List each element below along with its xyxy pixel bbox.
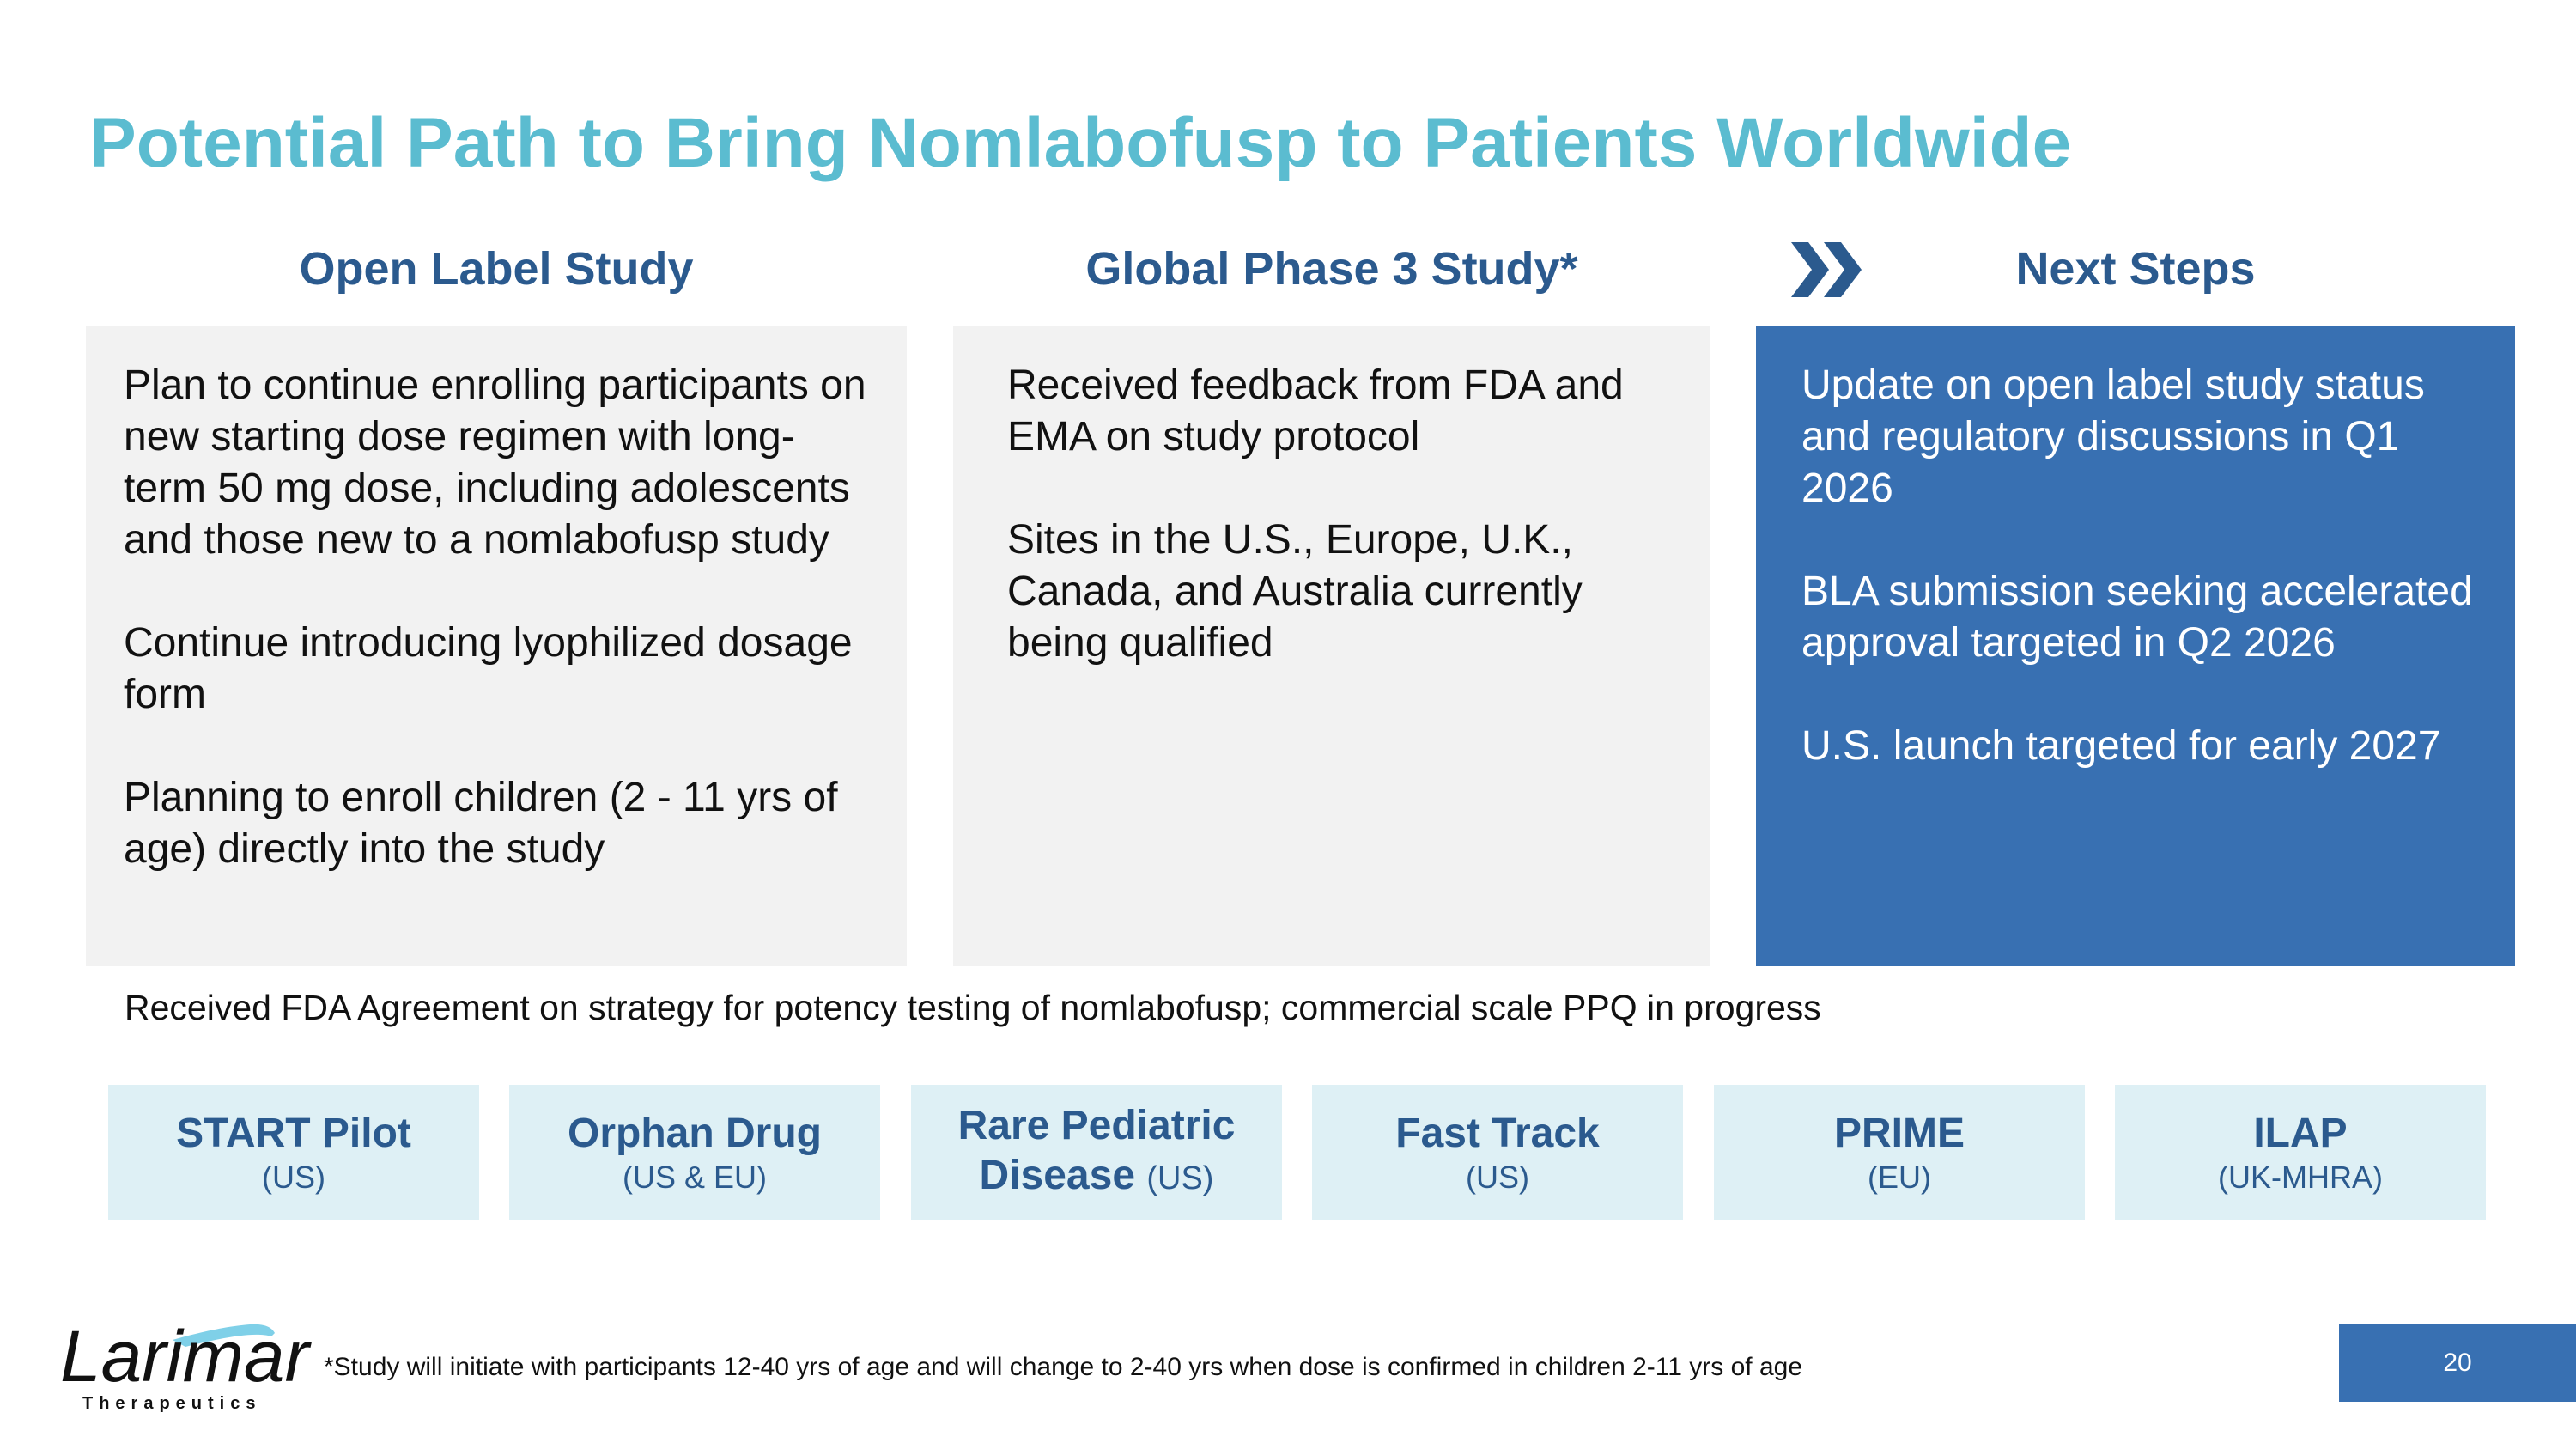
- column-heading-phase3: Global Phase 3 Study*: [1085, 243, 1578, 295]
- column-heading-open-label: Open Label Study: [299, 243, 694, 295]
- badge-orphan-drug: Orphan Drug (US & EU): [509, 1085, 880, 1220]
- paragraph: Planning to enroll children (2 - 11 yrs …: [124, 775, 838, 872]
- paragraph: Sites in the U.S., Europe, U.K., Canada,…: [1007, 517, 1583, 666]
- svg-text:Larimar: Larimar: [60, 1316, 312, 1397]
- badge-fast-track: Fast Track (US): [1312, 1085, 1683, 1220]
- larimar-logo: Larimar Therapeutics: [60, 1316, 312, 1413]
- phase3-study-box: Received feedback from FDA and EMA on st…: [953, 326, 1710, 966]
- paragraph: Update on open label study status and re…: [1801, 362, 2425, 511]
- badge-region: (US & EU): [622, 1159, 767, 1195]
- badge-title: Fast Track: [1395, 1110, 1600, 1156]
- badge-title-line2: Disease: [979, 1153, 1136, 1198]
- badge-title: ILAP: [2253, 1110, 2348, 1156]
- badge-title: START Pilot: [176, 1110, 411, 1156]
- footnote: *Study will initiate with participants 1…: [324, 1353, 1802, 1381]
- fda-agreement-note: Received FDA Agreement on strategy for p…: [125, 988, 1821, 1027]
- badge-prime: PRIME (EU): [1714, 1085, 2085, 1220]
- badge-region: (UK-MHRA): [2218, 1159, 2383, 1195]
- badge-title: Rare Pediatric: [957, 1103, 1236, 1148]
- paragraph: Received feedback from FDA and EMA on st…: [1007, 362, 1624, 460]
- open-label-study-box: Plan to continue enrolling participants …: [86, 326, 907, 966]
- badge-title: Orphan Drug: [568, 1110, 822, 1156]
- paragraph: U.S. launch targeted for early 2027: [1801, 723, 2441, 769]
- badge-start-pilot: START Pilot (US): [108, 1085, 479, 1220]
- paragraph: Continue introducing lyophilized dosage …: [124, 620, 853, 717]
- badge-ilap: ILAP (UK-MHRA): [2115, 1085, 2486, 1220]
- badge-region: (US): [1146, 1160, 1214, 1196]
- column-heading-next-steps: Next Steps: [2015, 243, 2256, 295]
- paragraph: BLA submission seeking accelerated appro…: [1801, 569, 2473, 666]
- badge-region: (US): [262, 1159, 325, 1195]
- badge-region: (EU): [1868, 1159, 1931, 1195]
- double-chevron-right-icon: [1791, 242, 1862, 297]
- badge-region: (US): [1466, 1159, 1529, 1195]
- next-steps-box: Update on open label study status and re…: [1756, 326, 2515, 966]
- badge-rare-pediatric: Rare Pediatric Disease (US): [911, 1085, 1282, 1220]
- page-title: Potential Path to Bring Nomlabofusp to P…: [89, 104, 2072, 182]
- page-number: 20: [2339, 1324, 2576, 1402]
- badge-title: PRIME: [1833, 1110, 1965, 1156]
- paragraph: Plan to continue enrolling participants …: [124, 362, 866, 563]
- svg-text:Therapeutics: Therapeutics: [82, 1394, 261, 1413]
